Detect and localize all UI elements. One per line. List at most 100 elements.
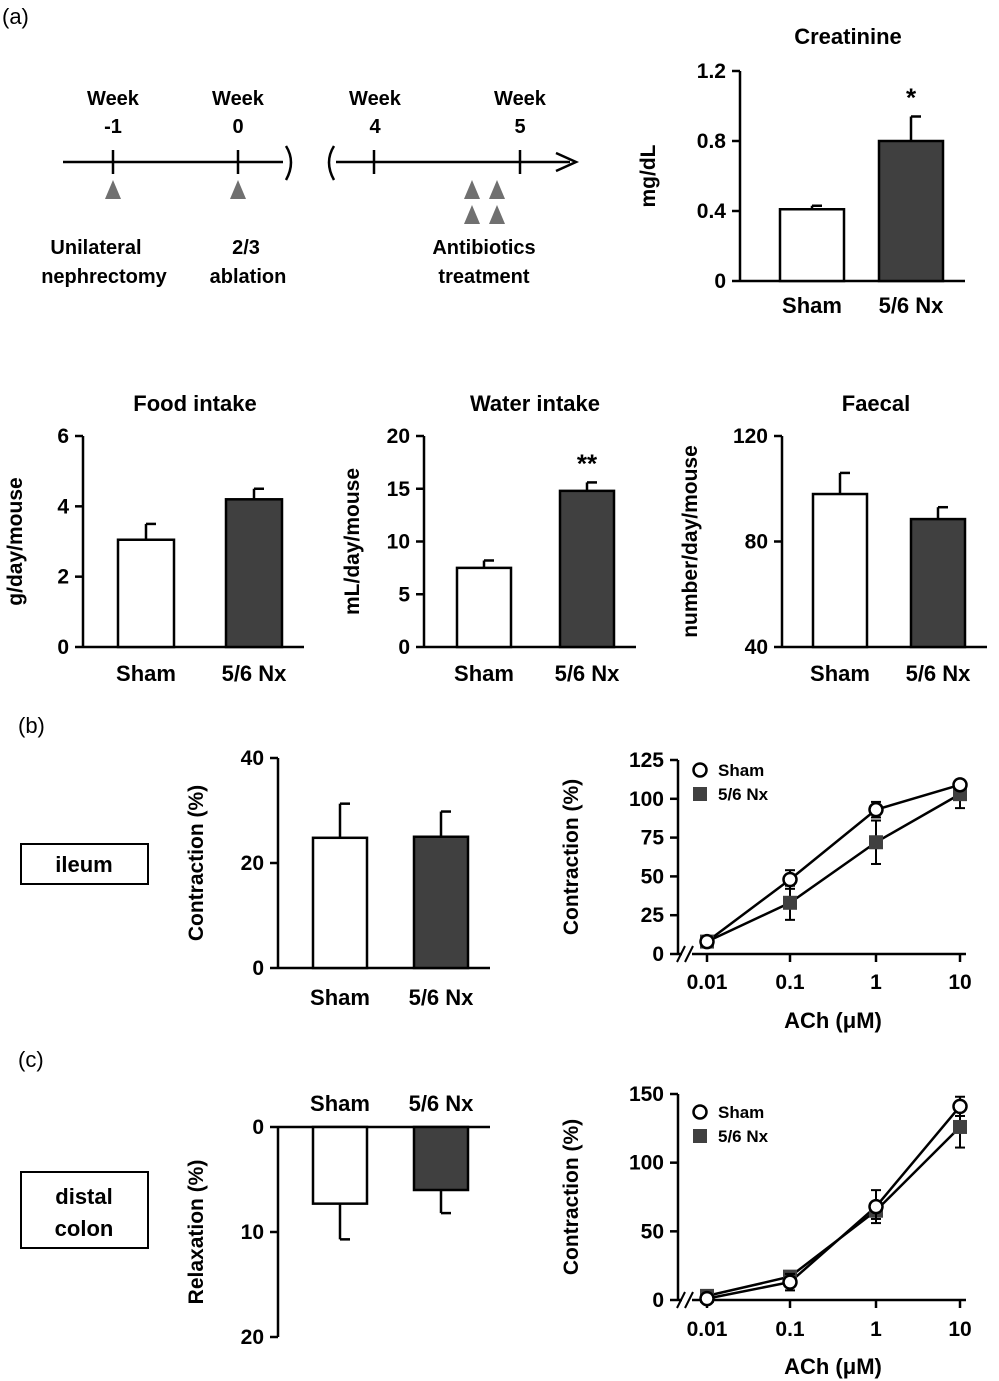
bar-sham [311, 1125, 369, 1205]
y-tick-label: 80 [745, 531, 768, 554]
category-label: 5/6 Nx [555, 661, 621, 686]
chart-title: Faecal [842, 391, 911, 416]
chart-water: Water intake mL/day/mouse 0 5 10 15 20 Sham 5/6 … [341, 391, 636, 686]
y-tick-label: 50 [641, 865, 664, 888]
series-line-sham [706, 783, 961, 943]
y-tick-label: 20 [241, 852, 264, 875]
data-point-sham [782, 1274, 798, 1290]
y-tick-label: 100 [629, 788, 664, 811]
x-tick-label: 10 [948, 1318, 971, 1341]
bar-sham [311, 836, 369, 970]
event-label: Antibiotics [432, 237, 535, 259]
chart-colon_line: Contraction (%) 0 50 100 150 0.01 0.1 1 10 ACh (μ… [560, 1083, 972, 1379]
week-label-number: 5 [514, 116, 525, 138]
y-tick-label: 2 [57, 566, 69, 589]
y-tick-label: 1.2 [697, 60, 726, 83]
legend: Sham 5/6 Nx [692, 761, 769, 804]
event-marker-triangle [105, 180, 121, 199]
y-tick-label: 15 [387, 478, 411, 501]
x-axis-label: ACh (μM) [784, 1008, 882, 1033]
week-label-number: -1 [104, 116, 122, 138]
y-tick-label: 4 [57, 495, 69, 518]
panel-label-c: (c) [18, 1047, 44, 1072]
panel-label-a: (a) [2, 4, 29, 29]
event-marker-triangle [230, 180, 246, 199]
y-tick-label: 40 [241, 747, 264, 770]
y-tick-label: 0.4 [697, 200, 727, 223]
bar-sham [116, 538, 176, 649]
data-point-sham [782, 871, 798, 888]
ileum-label-box [20, 843, 149, 885]
data-point-sham [699, 933, 715, 950]
x-tick-label: 0.1 [775, 971, 805, 994]
bar-nx [877, 139, 945, 283]
data-point-nx [783, 895, 797, 910]
x-tick-label: 0.1 [775, 1318, 805, 1341]
event-label: 2/3 [232, 237, 260, 259]
y-tick-label: 10 [241, 1221, 264, 1244]
legend-label: 5/6 Nx [718, 1127, 769, 1146]
y-tick-label: 75 [641, 827, 665, 850]
bar-sham [811, 492, 869, 649]
data-point-sham [699, 1290, 715, 1307]
x-tick-label: 0.01 [687, 971, 728, 994]
event-label: nephrectomy [41, 266, 167, 288]
category-label: Sham [310, 985, 370, 1010]
charts: Creatinine mg/dL 0 0.4 0.8 1.2 Sham 5/6 Nx * Food… [4, 24, 987, 1379]
legend: Sham 5/6 Nx [692, 1103, 769, 1146]
bar-sham [778, 208, 846, 283]
timeline-break-left [284, 145, 293, 181]
chart-ileum_bar: Contraction (%) 0 20 40 Sham 5/6 Nx [185, 747, 490, 1010]
category-label: 5/6 Nx [906, 661, 972, 686]
legend-label: Sham [718, 761, 764, 780]
legend-marker-sham [692, 1104, 708, 1120]
x-tick-label: 1 [870, 1318, 882, 1341]
significance-marker: * [906, 83, 917, 113]
timeline-break-right [327, 145, 336, 181]
category-label: 5/6 Nx [409, 985, 475, 1010]
colon-label: distal [55, 1184, 112, 1209]
category-label: Sham [782, 293, 842, 318]
event-label: treatment [438, 266, 529, 288]
event-marker-triangle [464, 180, 480, 199]
y-tick-label: 0 [252, 957, 264, 980]
bar-nx [412, 1125, 470, 1192]
y-tick-label: 6 [57, 425, 69, 448]
event-label: Unilateral [50, 237, 141, 259]
axis-break-mark [684, 945, 694, 963]
category-label: 5/6 Nx [409, 1091, 475, 1116]
y-tick-label: 10 [387, 531, 410, 554]
y-tick-label: 125 [629, 749, 664, 772]
series-line-nx [706, 793, 961, 943]
legend-marker-nx [693, 1129, 707, 1143]
data-point-sham [868, 1198, 884, 1215]
week-label-top: Week [87, 88, 140, 110]
x-axis-label: ACh (μM) [784, 1354, 882, 1379]
bar-nx [909, 517, 967, 649]
y-tick-label: 20 [387, 425, 410, 448]
timeline: Week -1 Week 0 Week 4 Week 5 Unilateral … [41, 88, 580, 288]
colon-label-box [20, 1171, 149, 1249]
bar-nx [224, 498, 284, 649]
y-axis-label: g/day/mouse [4, 477, 27, 605]
axis-break-mark [676, 1291, 686, 1309]
legend-label: 5/6 Nx [718, 785, 769, 804]
axis-break-mark [676, 945, 686, 963]
y-tick-label: 0 [652, 943, 664, 966]
chart-ileum_line: Contraction (%) 0 25 50 75 100 125 0.01 0.1 1 10 AC… [560, 749, 972, 1033]
panel-label-b: (b) [18, 713, 45, 738]
y-tick-label: 100 [629, 1152, 664, 1175]
event-marker-triangle [489, 180, 505, 199]
y-axis-label: Contraction (%) [560, 779, 583, 935]
chart-title: Creatinine [794, 24, 902, 49]
y-tick-label: 0.8 [697, 130, 727, 153]
y-tick-label: 50 [641, 1220, 664, 1243]
colon-label: colon [55, 1216, 114, 1241]
week-label-number: 4 [369, 116, 381, 138]
week-label-top: Week [212, 88, 265, 110]
y-tick-label: 0 [652, 1289, 664, 1312]
y-axis-label: Relaxation (%) [185, 1160, 208, 1305]
y-axis-label: mg/dL [637, 144, 660, 207]
y-tick-label: 150 [629, 1083, 664, 1106]
timeline-arrowhead [555, 151, 580, 173]
